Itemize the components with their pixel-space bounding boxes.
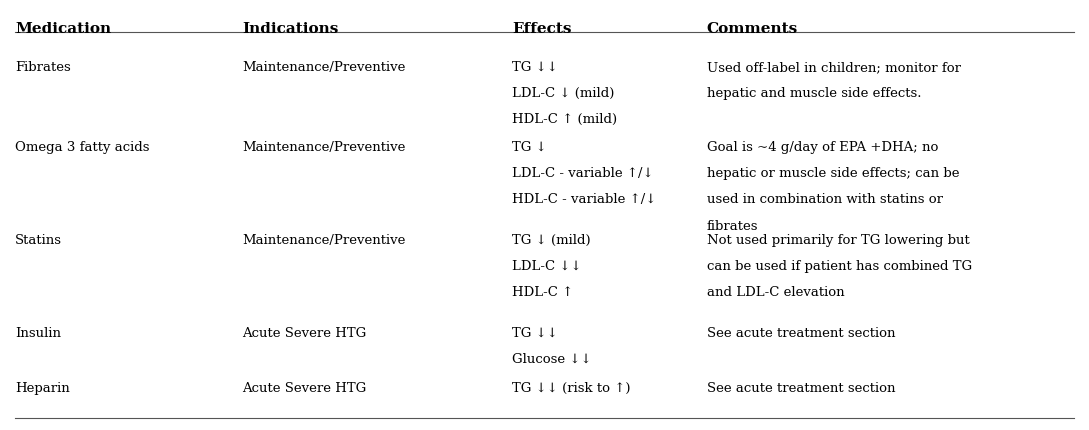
Text: Effects: Effects (512, 22, 572, 36)
Text: can be used if patient has combined TG: can be used if patient has combined TG (707, 260, 971, 273)
Text: Heparin: Heparin (15, 381, 70, 395)
Text: Maintenance/Preventive: Maintenance/Preventive (242, 234, 405, 247)
Text: See acute treatment section: See acute treatment section (707, 381, 895, 395)
Text: HDL-C - variable ↑/↓: HDL-C - variable ↑/↓ (512, 194, 657, 206)
Text: TG ↓↓ (risk to ↑): TG ↓↓ (risk to ↑) (512, 381, 631, 395)
Text: hepatic or muscle side effects; can be: hepatic or muscle side effects; can be (707, 167, 959, 180)
Text: See acute treatment section: See acute treatment section (707, 327, 895, 340)
Text: Glucose ↓↓: Glucose ↓↓ (512, 353, 591, 366)
Text: TG ↓ (mild): TG ↓ (mild) (512, 234, 590, 247)
Text: LDL-C - variable ↑/↓: LDL-C - variable ↑/↓ (512, 167, 653, 180)
Text: hepatic and muscle side effects.: hepatic and muscle side effects. (707, 87, 921, 100)
Text: HDL-C ↑ (mild): HDL-C ↑ (mild) (512, 114, 617, 126)
Text: and LDL-C elevation: and LDL-C elevation (707, 286, 844, 299)
Text: Insulin: Insulin (15, 327, 61, 340)
Text: Comments: Comments (707, 22, 798, 36)
Text: Medication: Medication (15, 22, 111, 36)
Text: Used off-label in children; monitor for: Used off-label in children; monitor for (707, 61, 960, 74)
Text: Indications: Indications (242, 22, 339, 36)
Text: Maintenance/Preventive: Maintenance/Preventive (242, 61, 405, 74)
Text: TG ↓↓: TG ↓↓ (512, 327, 558, 340)
Text: TG ↓↓: TG ↓↓ (512, 61, 558, 74)
Text: LDL-C ↓↓: LDL-C ↓↓ (512, 260, 582, 273)
Text: LDL-C ↓ (mild): LDL-C ↓ (mild) (512, 87, 614, 100)
Text: HDL-C ↑: HDL-C ↑ (512, 286, 573, 299)
Text: Goal is ~4 g/day of EPA +DHA; no: Goal is ~4 g/day of EPA +DHA; no (707, 141, 938, 154)
Text: Maintenance/Preventive: Maintenance/Preventive (242, 141, 405, 154)
Text: Not used primarily for TG lowering but: Not used primarily for TG lowering but (707, 234, 969, 247)
Text: used in combination with statins or: used in combination with statins or (707, 194, 943, 206)
Text: fibrates: fibrates (707, 220, 758, 233)
Text: Statins: Statins (15, 234, 62, 247)
Text: Fibrates: Fibrates (15, 61, 71, 74)
Text: TG ↓: TG ↓ (512, 141, 547, 154)
Text: Acute Severe HTG: Acute Severe HTG (242, 381, 366, 395)
Text: Omega 3 fatty acids: Omega 3 fatty acids (15, 141, 149, 154)
Text: Acute Severe HTG: Acute Severe HTG (242, 327, 366, 340)
